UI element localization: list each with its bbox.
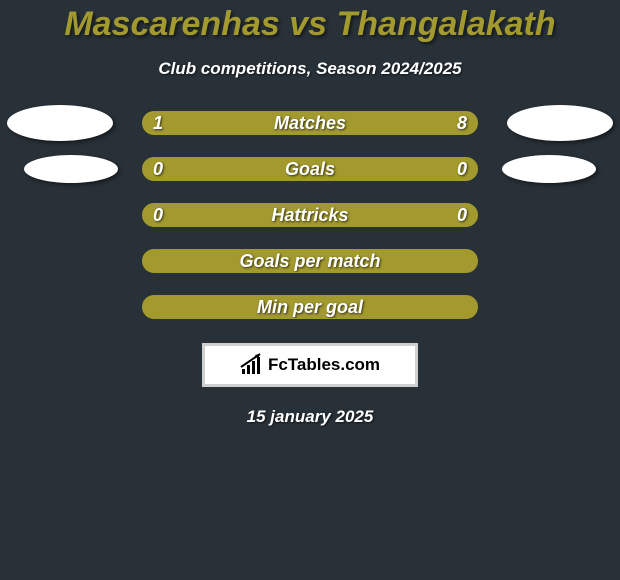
- stat-bar-goals: 0 Goals 0: [142, 157, 478, 181]
- player-left-avatar: [7, 105, 113, 141]
- stat-bar-hattricks: 0 Hattricks 0: [142, 203, 478, 227]
- subtitle: Club competitions, Season 2024/2025: [158, 59, 461, 79]
- player-left-avatar-small: [24, 155, 118, 183]
- player-right-avatar: [507, 105, 613, 141]
- stats-area: 1 Matches 8 0 Goals 0 0 Hattricks 0: [0, 111, 620, 319]
- logo-chart-icon: [240, 355, 264, 375]
- stat-row-hattricks: 0 Hattricks 0: [0, 203, 620, 227]
- stat-row-mpg: Min per goal: [0, 295, 620, 319]
- stat-bar-gpm: Goals per match: [142, 249, 478, 273]
- stat-label: Matches: [143, 113, 477, 134]
- date-text: 15 january 2025: [247, 407, 374, 427]
- page-title: Mascarenhas vs Thangalakath: [64, 5, 555, 44]
- logo-box: FcTables.com: [202, 343, 418, 387]
- stat-label: Goals: [143, 159, 477, 180]
- stat-value-right: 0: [457, 159, 467, 180]
- player-right-avatar-small: [502, 155, 596, 183]
- stat-row-matches: 1 Matches 8: [0, 111, 620, 135]
- stat-value-right: 0: [457, 205, 467, 226]
- stat-label: Goals per match: [143, 251, 477, 272]
- stat-bar-matches: 1 Matches 8: [142, 111, 478, 135]
- stat-label: Hattricks: [143, 205, 477, 226]
- comparison-infographic: Mascarenhas vs Thangalakath Club competi…: [0, 0, 620, 580]
- stat-value-right: 8: [457, 113, 467, 134]
- stat-row-gpm: Goals per match: [0, 249, 620, 273]
- stat-row-goals: 0 Goals 0: [0, 157, 620, 181]
- stat-label: Min per goal: [143, 297, 477, 318]
- logo-text: FcTables.com: [268, 355, 380, 375]
- stat-bar-mpg: Min per goal: [142, 295, 478, 319]
